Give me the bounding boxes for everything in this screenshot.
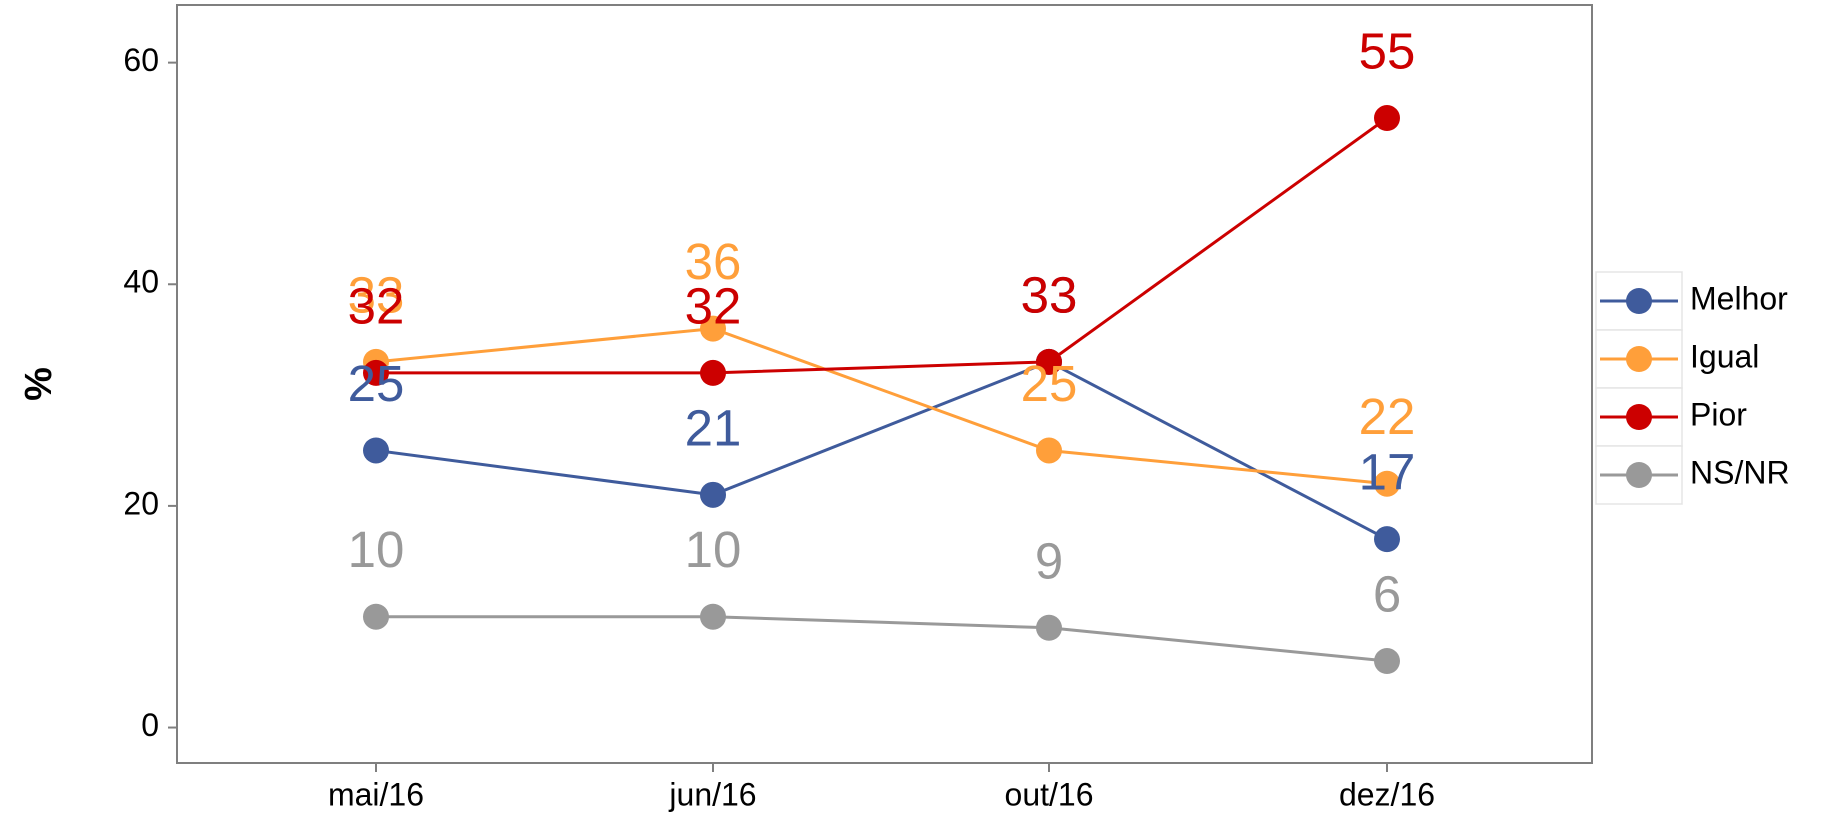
series-line [375,327,1388,486]
data-label: 9 [1035,532,1063,589]
point [363,603,389,630]
data-label: 33 [348,266,405,323]
point [1374,648,1400,675]
legend-label: Pior [1690,396,1747,432]
point [1036,614,1062,641]
legend-point [1626,404,1652,430]
series-line [375,360,1388,541]
data-label: 25 [1021,355,1078,412]
point [363,359,389,386]
y-tick-label: 0 [141,707,159,743]
data-label: 32 [348,277,405,334]
point [1374,105,1400,132]
point [700,359,726,386]
data-label: 33 [1021,266,1078,323]
data-label: 36 [685,233,742,290]
series-line [376,615,1388,663]
x-tick-label: out/16 [1005,776,1094,812]
series-line [376,116,1388,375]
point [1036,437,1062,464]
point [700,315,726,342]
data-label: 6 [1373,566,1401,623]
legend-point [1626,346,1652,372]
y-axis-label: % [18,367,60,401]
legend-point [1626,288,1652,314]
point [700,481,726,508]
x-tick-label: dez/16 [1339,776,1435,812]
data-label: 17 [1359,444,1416,501]
data-label: 55 [1359,23,1416,80]
legend-point [1626,462,1652,488]
x-tick-label: mai/16 [328,776,424,812]
point [1374,526,1400,553]
data-label: 33 [1021,266,1078,323]
y-tick-label: 60 [123,42,159,78]
x-tick-label: jun/16 [668,776,756,812]
data-label: 10 [685,521,742,578]
data-label: 10 [348,521,405,578]
point [700,603,726,630]
legend-label: Melhor [1690,280,1788,316]
plot-panel [176,4,1593,764]
point [1374,470,1400,497]
point [1036,348,1062,375]
data-label: 21 [685,399,742,456]
data-label: 22 [1359,388,1416,445]
legend-label: NS/NR [1690,454,1790,490]
y-tick-label: 40 [123,264,159,300]
point [363,437,389,464]
data-label: 25 [348,355,405,412]
y-tick-label: 20 [123,485,159,521]
data-label: 32 [685,277,742,334]
legend-label: Igual [1690,338,1759,374]
